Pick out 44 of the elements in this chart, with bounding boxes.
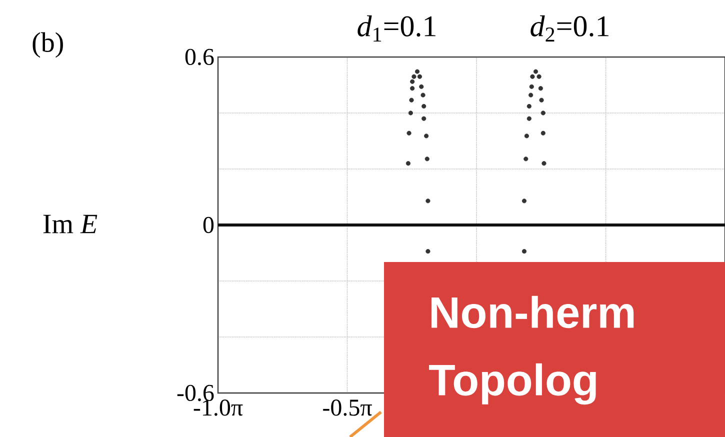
point — [426, 198, 430, 204]
y-tick-label: 0.6 — [185, 48, 214, 66]
point — [529, 84, 534, 89]
point — [524, 156, 528, 162]
point — [526, 116, 532, 121]
x-tick-label: -0.5π — [323, 400, 372, 416]
point — [522, 198, 527, 204]
point — [424, 156, 430, 162]
point — [528, 92, 534, 98]
point — [420, 92, 426, 98]
point — [410, 86, 415, 91]
point — [522, 249, 527, 254]
annotation: Non-herm — [431, 296, 634, 328]
chart-title: (b) — [32, 32, 63, 58]
point — [422, 104, 426, 109]
point — [406, 130, 412, 136]
point — [424, 134, 429, 138]
text: d$_{2}$=0.1 — [530, 15, 608, 42]
point — [540, 130, 546, 136]
y-tick-label: 0 — [203, 216, 214, 234]
point — [426, 249, 430, 254]
y-tick-label: -0.6 — [177, 384, 214, 402]
point — [408, 110, 413, 116]
text: d$_{1}$=0.1 — [358, 15, 436, 42]
point — [412, 74, 416, 79]
point — [539, 98, 544, 102]
point — [538, 86, 543, 91]
point — [524, 134, 529, 138]
point — [542, 161, 546, 166]
point — [526, 104, 532, 109]
point — [540, 110, 546, 116]
point — [530, 74, 535, 79]
point — [410, 79, 415, 84]
point — [533, 69, 538, 74]
annotation: Topolog — [429, 363, 596, 405]
point — [536, 74, 542, 79]
x-tick-label: -1.0π — [194, 400, 243, 416]
point — [419, 84, 424, 89]
point — [417, 74, 422, 79]
point — [422, 116, 426, 121]
point — [406, 161, 411, 166]
point — [409, 98, 414, 102]
point — [414, 69, 420, 74]
y-axis-title: Im E — [43, 214, 98, 234]
